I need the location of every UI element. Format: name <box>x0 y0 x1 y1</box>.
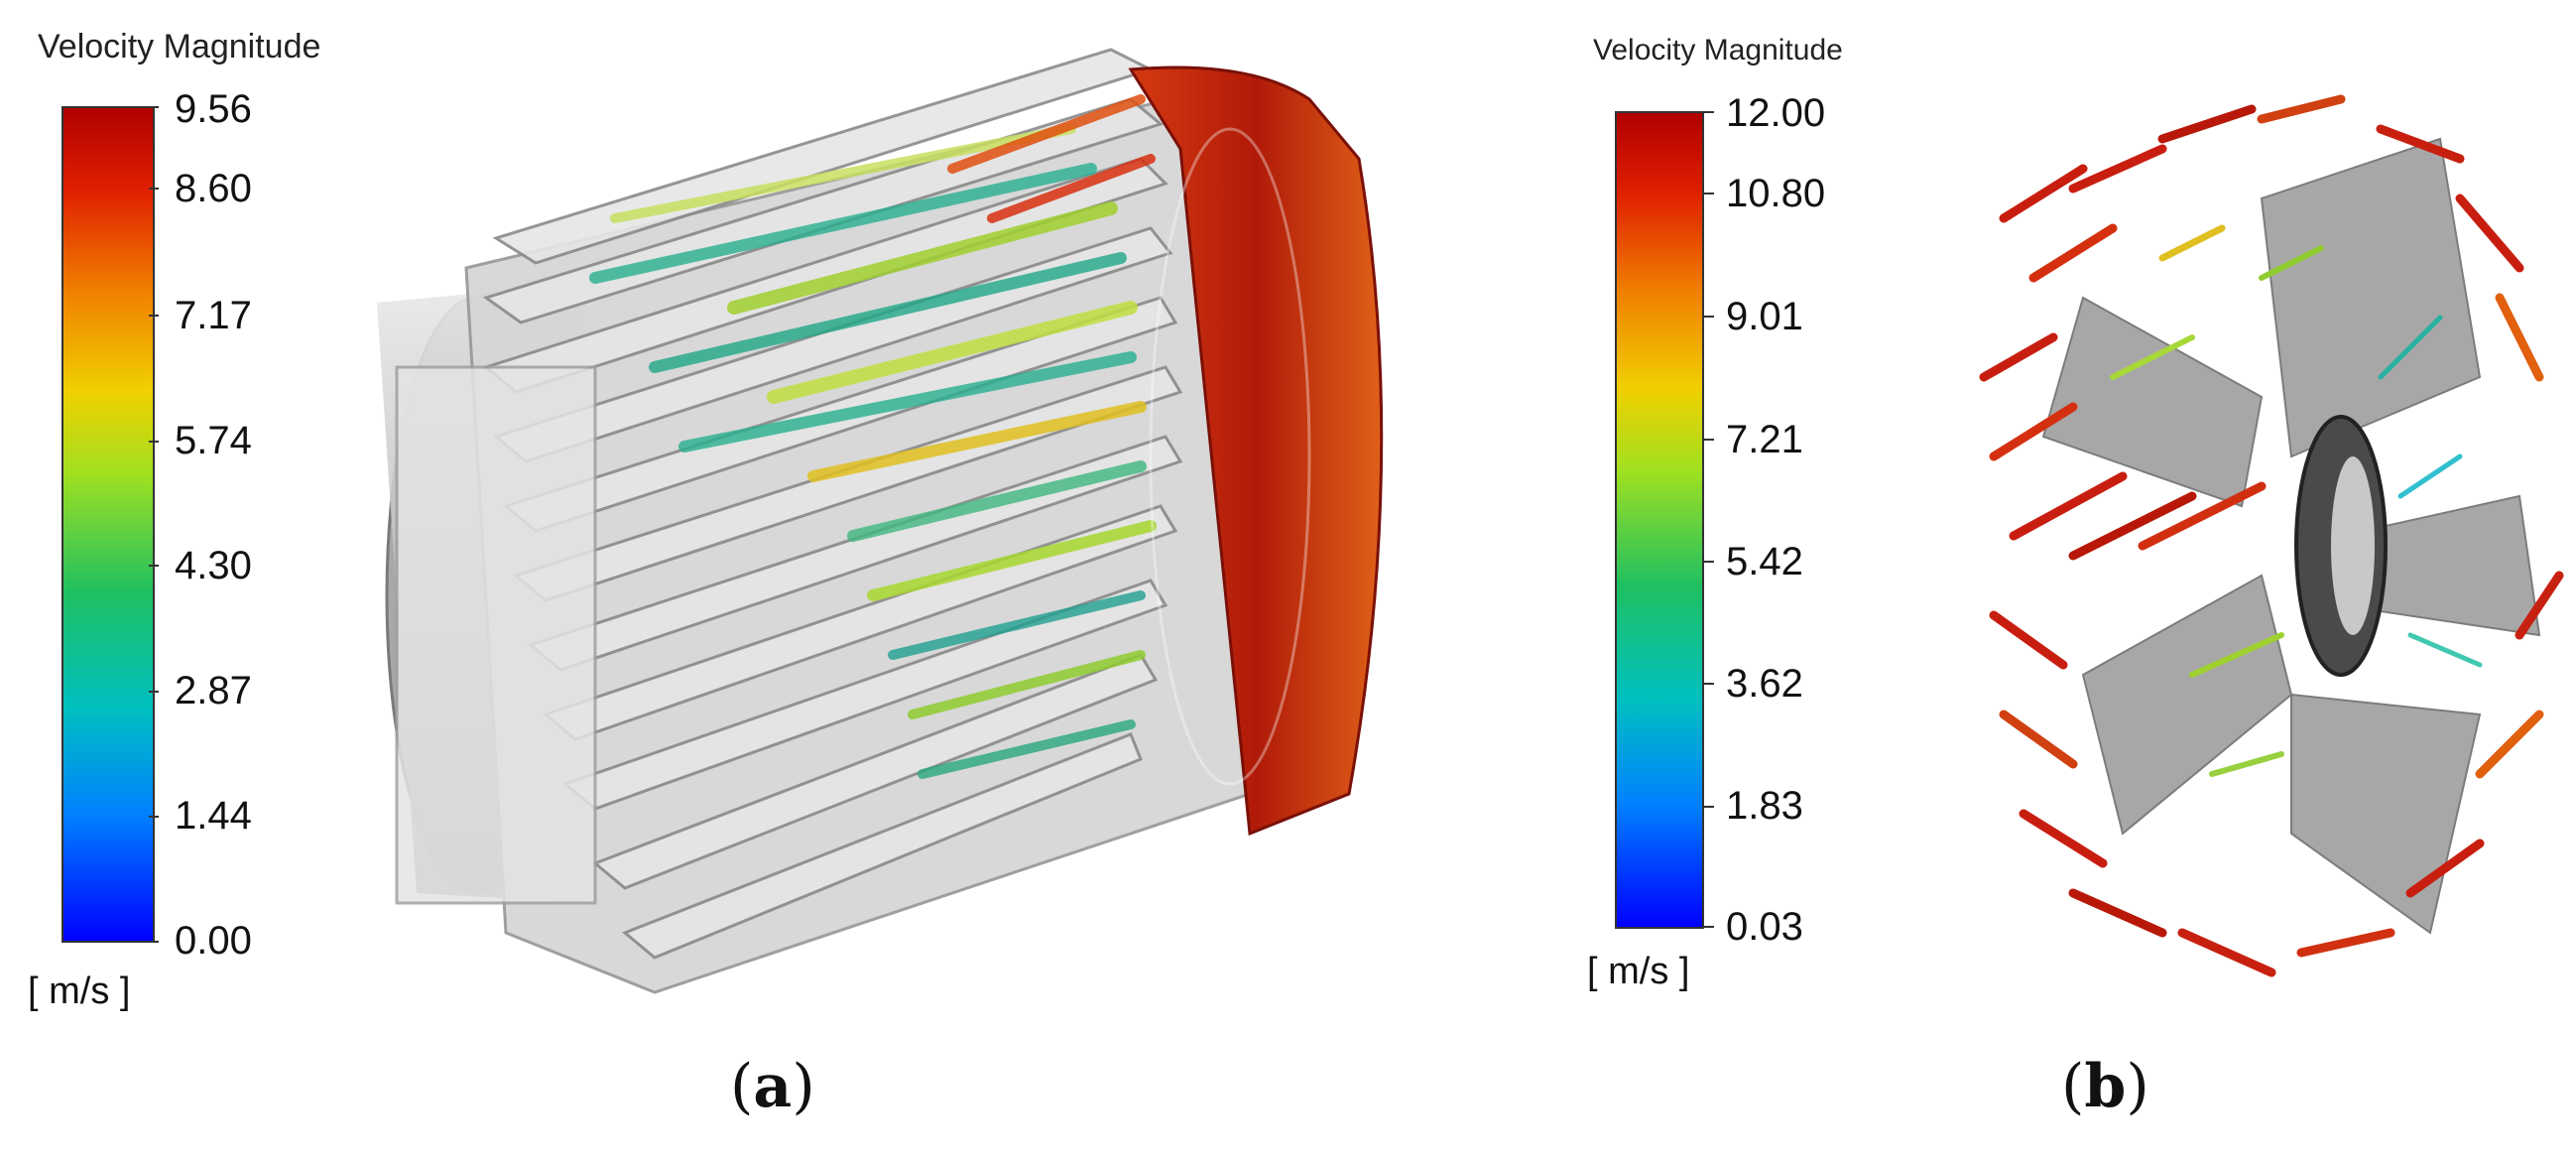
fan-blades <box>2041 137 2541 935</box>
terminal-box <box>395 365 597 905</box>
colorbar-a-tick-6: 1.44 <box>175 794 252 838</box>
velocity-vectors <box>1979 94 2564 977</box>
colorbar-b-tick-3: 7.21 <box>1726 418 1803 461</box>
colorbar-b-tick-4: 5.42 <box>1726 540 1803 583</box>
colorbar-a-tick-2: 7.17 <box>175 294 252 337</box>
panel-b: Velocity Magnitude 12.00 10.80 9.01 7.21… <box>1547 0 2576 1162</box>
caption-a-letter: a <box>753 1052 793 1121</box>
fan-shroud-ring <box>1128 65 1384 837</box>
colorbar-b-units: [ m/s ] <box>1587 951 1690 992</box>
caption-a: (a) <box>730 1052 815 1121</box>
colorbar-b <box>1615 111 1704 929</box>
colorbar-a-tick-4: 4.30 <box>175 544 252 587</box>
colorbar-b-tick-6: 1.83 <box>1726 784 1803 828</box>
colorbar-a-tick-3: 5.74 <box>175 419 252 462</box>
colorbar-a <box>61 106 155 943</box>
caption-b: (b) <box>2061 1052 2149 1121</box>
panel-a: Velocity Magnitude 9.56 8.60 7.17 5.74 4… <box>28 28 1384 1121</box>
colorbar-a-tick-5: 2.87 <box>175 669 252 712</box>
caption-b-letter: b <box>2084 1052 2127 1121</box>
fan-vector-field-render <box>1979 94 2564 977</box>
colorbar-b-tick-0: 12.00 <box>1726 91 1826 135</box>
colorbar-a-tick-7: 0.00 <box>175 919 252 963</box>
colorbar-b-title: Velocity Magnitude <box>1593 34 1843 66</box>
motor-housing-render <box>377 48 1384 994</box>
colorbar-a-tick-0: 9.56 <box>175 87 252 131</box>
colorbar-a-title: Velocity Magnitude <box>38 28 321 65</box>
colorbar-b-tick-1: 10.80 <box>1726 172 1826 215</box>
velocity-streaks <box>589 94 1157 779</box>
colorbar-a-tick-1: 8.60 <box>175 167 252 210</box>
colorbar-a-units: [ m/s ] <box>28 970 131 1012</box>
colorbar-b-tick-2: 9.01 <box>1726 295 1803 338</box>
colorbar-b-tick-7: 0.03 <box>1726 905 1803 949</box>
colorbar-b-tick-5: 3.62 <box>1726 662 1803 706</box>
